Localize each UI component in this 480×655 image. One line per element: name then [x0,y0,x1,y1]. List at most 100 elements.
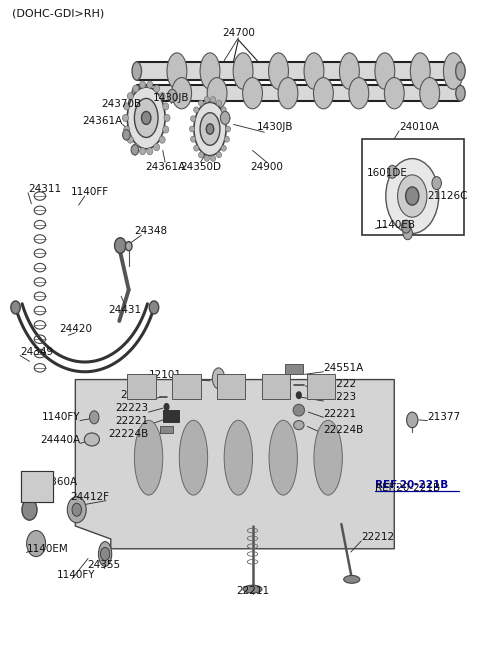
Ellipse shape [194,102,226,156]
Text: 24431: 24431 [108,305,142,314]
Circle shape [401,220,411,233]
Ellipse shape [233,53,253,89]
Bar [217,375,245,399]
Ellipse shape [410,53,430,89]
Text: 22211: 22211 [236,586,269,595]
Ellipse shape [384,77,404,109]
Ellipse shape [207,77,227,109]
Ellipse shape [204,96,209,102]
Ellipse shape [225,126,230,132]
Ellipse shape [456,85,465,101]
Text: 1430JB: 1430JB [153,93,190,103]
Text: 24355: 24355 [87,559,120,570]
Ellipse shape [123,103,130,110]
Bar [21,471,53,502]
Bar [160,426,173,433]
Text: 24551A: 24551A [324,363,364,373]
Ellipse shape [154,85,160,92]
Bar [163,410,179,422]
Circle shape [164,403,169,410]
Bar [307,375,335,399]
Circle shape [22,499,37,520]
Ellipse shape [98,542,112,567]
Bar [137,62,460,80]
Circle shape [403,227,412,240]
Circle shape [131,145,139,155]
Ellipse shape [154,143,160,151]
Bar [285,364,302,375]
Polygon shape [75,379,394,549]
Ellipse shape [180,421,208,495]
Ellipse shape [344,576,360,584]
Text: 22224B: 22224B [324,425,364,435]
Ellipse shape [386,159,439,233]
Ellipse shape [140,147,145,155]
Text: 1140FY: 1140FY [42,412,80,422]
Text: 24350D: 24350D [180,162,221,172]
Text: (DOHC-GDI>RH): (DOHC-GDI>RH) [12,9,104,18]
Ellipse shape [193,145,199,151]
Circle shape [67,496,86,523]
Ellipse shape [127,87,165,149]
Text: 22221: 22221 [324,409,357,419]
Ellipse shape [216,152,222,158]
Bar [21,471,53,502]
Text: 22212: 22212 [361,533,395,542]
Bar [262,375,290,399]
Circle shape [100,548,110,561]
Ellipse shape [132,62,142,80]
Ellipse shape [269,53,288,89]
Text: 24700: 24700 [222,28,255,38]
Ellipse shape [133,85,139,92]
Text: 1140EB: 1140EB [375,220,415,230]
Text: 12101: 12101 [149,369,181,379]
Text: REF.20-221B: REF.20-221B [375,480,449,490]
Circle shape [125,242,132,251]
Text: 22223: 22223 [116,403,149,413]
Ellipse shape [164,115,170,122]
Ellipse shape [163,126,169,133]
Ellipse shape [293,404,304,416]
Circle shape [89,411,99,424]
Text: 22222: 22222 [120,390,153,400]
Ellipse shape [168,89,177,102]
Text: 24370B: 24370B [101,100,142,109]
Text: 24361A: 24361A [145,162,185,172]
Text: 21126C: 21126C [427,191,468,200]
Ellipse shape [278,77,298,109]
Ellipse shape [191,136,196,142]
Circle shape [297,392,301,398]
Ellipse shape [147,147,153,155]
Ellipse shape [216,100,222,106]
Circle shape [407,412,418,428]
Text: 24420: 24420 [59,324,92,334]
Ellipse shape [147,81,153,88]
Ellipse shape [191,116,196,122]
Ellipse shape [163,103,169,110]
Ellipse shape [159,92,165,100]
Bar [362,139,464,235]
Ellipse shape [190,126,195,132]
Text: 1140FY: 1140FY [57,570,95,580]
Ellipse shape [375,53,395,89]
Text: 23360A: 23360A [37,477,78,487]
Circle shape [115,238,126,253]
Ellipse shape [204,155,209,161]
Circle shape [388,165,397,178]
Bar [137,85,460,101]
Ellipse shape [220,111,230,124]
Circle shape [27,531,46,557]
Ellipse shape [123,126,130,133]
Text: 1140EM: 1140EM [27,544,69,554]
Text: 24900: 24900 [250,162,283,172]
Ellipse shape [127,136,133,143]
Bar [127,375,156,399]
Circle shape [72,503,82,516]
Ellipse shape [294,421,304,430]
Ellipse shape [134,421,163,495]
Text: 1140FF: 1140FF [71,187,109,197]
Text: 24348: 24348 [134,227,168,236]
Ellipse shape [456,62,465,80]
Circle shape [406,187,419,205]
Ellipse shape [304,53,324,89]
